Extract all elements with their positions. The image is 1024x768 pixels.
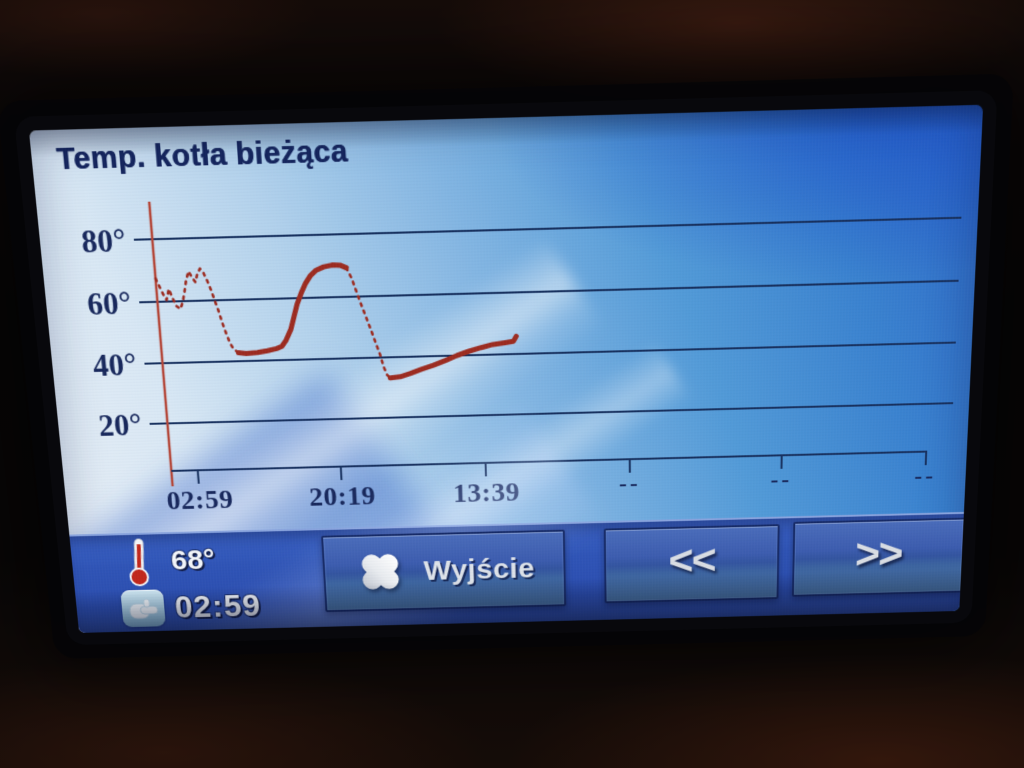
gridline	[139, 281, 958, 303]
x-tick-label: 02:59	[166, 485, 235, 516]
close-x-icon	[353, 545, 408, 599]
exit-button-label: Wyjście	[422, 552, 536, 587]
next-page-button[interactable]: >>	[791, 517, 966, 597]
touch-hand-icon	[119, 589, 167, 628]
device-screen: Temp. kotła bieżąca 80° 60° 40° 20° 02:59 20:…	[28, 104, 984, 633]
current-temp-row: 68°	[115, 537, 260, 585]
y-axis-line	[149, 202, 172, 487]
temperature-history-chart: 80° 60° 40° 20° 02:59 20:19 13:39 -- -- --	[80, 105, 983, 516]
x-tick	[341, 467, 342, 480]
x-tick-label: 13:39	[453, 478, 520, 509]
y-tick-label: 40°	[92, 347, 138, 382]
current-time-row: 02:59	[119, 583, 262, 631]
thermometer-icon	[115, 537, 164, 587]
prev-page-label: <<	[668, 537, 715, 585]
x-tick-label: --	[619, 471, 641, 497]
x-tick-label: --	[914, 463, 937, 489]
x-tick	[198, 470, 199, 483]
trace-segment-dotted	[155, 268, 239, 355]
x-tick-label: 20:19	[308, 482, 376, 513]
y-tick-label: 60°	[86, 286, 133, 322]
trace-segment-solid	[233, 265, 351, 354]
y-tick-label: 20°	[97, 408, 143, 443]
gridline	[150, 403, 954, 424]
x-axis-line	[171, 452, 926, 485]
prev-page-button[interactable]: <<	[603, 524, 780, 604]
current-time-value: 02:59	[173, 587, 263, 625]
exit-button[interactable]: Wyjście	[321, 529, 567, 613]
status-panel: 68°	[115, 537, 263, 631]
x-tick-label: --	[770, 467, 792, 493]
trace-segment-dotted	[346, 267, 390, 379]
y-tick-label: 80°	[80, 223, 127, 260]
gridline	[134, 218, 961, 240]
current-temp-value: 68°	[169, 544, 217, 577]
next-page-label: >>	[854, 530, 903, 578]
